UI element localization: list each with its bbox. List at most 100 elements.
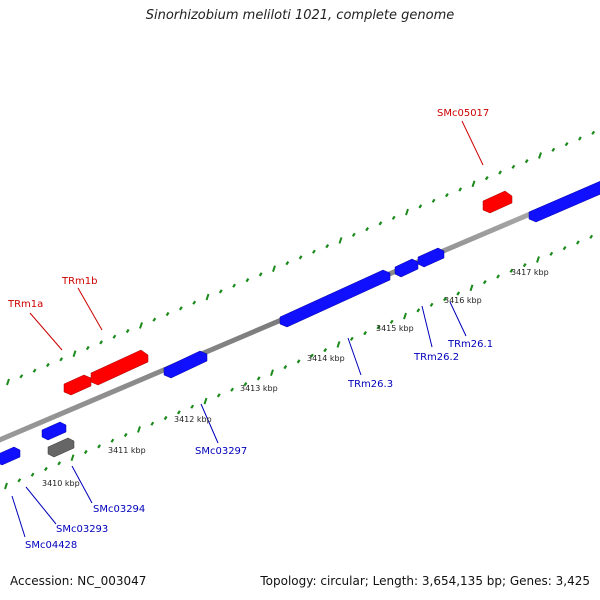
scale-tick bbox=[272, 265, 276, 273]
label-leaders bbox=[11, 120, 484, 538]
scale-tick bbox=[536, 256, 540, 263]
gene-forward[interactable] bbox=[63, 374, 92, 396]
gene-reverse[interactable] bbox=[279, 269, 391, 328]
gene-label[interactable]: TRm1a bbox=[7, 299, 43, 310]
scale-tick bbox=[19, 374, 24, 379]
scale-tick bbox=[83, 449, 88, 455]
scale-tick bbox=[309, 353, 314, 358]
scale-tick bbox=[216, 393, 221, 398]
leader-line bbox=[461, 120, 484, 166]
scale-tick bbox=[363, 330, 368, 336]
leader-line bbox=[77, 287, 103, 331]
scale-tick bbox=[458, 187, 463, 192]
gene-labels: TRm1a TRm1b SMc05017 SMc04428 SMc03293 S… bbox=[7, 108, 493, 551]
scale-tick bbox=[336, 341, 341, 348]
scale-tick bbox=[230, 387, 235, 392]
kbp-label: 3410 kbp bbox=[42, 479, 80, 488]
scale-tick bbox=[591, 130, 596, 135]
gene-forward[interactable] bbox=[482, 190, 513, 214]
gene-label[interactable]: SMc03297 bbox=[195, 446, 247, 457]
scale-tick bbox=[484, 175, 489, 181]
leader-line bbox=[449, 301, 467, 337]
scale-tick bbox=[469, 284, 474, 292]
scale-tick bbox=[522, 262, 527, 268]
gene-reverse[interactable] bbox=[417, 247, 445, 268]
gene-label[interactable]: SMc05017 bbox=[437, 108, 489, 119]
kbp-label: 3415 kbp bbox=[376, 324, 414, 333]
scale-tick bbox=[416, 308, 421, 313]
gene-label[interactable]: TRm26.2 bbox=[413, 352, 459, 363]
scale-tick bbox=[32, 368, 37, 373]
gene-label[interactable]: SMc03293 bbox=[56, 524, 108, 535]
leader-line bbox=[347, 337, 362, 376]
scale-labels: 3410 kbp 3411 kbp 3412 kbp 3413 kbp 3414… bbox=[42, 268, 549, 488]
scale-tick bbox=[429, 302, 434, 307]
gene-other[interactable] bbox=[47, 437, 75, 458]
scale-tick bbox=[509, 268, 514, 273]
scale-tick bbox=[577, 136, 582, 141]
scale-tick bbox=[232, 283, 237, 288]
scale-tick bbox=[365, 226, 370, 232]
upper-tick-track bbox=[6, 130, 596, 386]
scale-tick bbox=[498, 170, 503, 175]
scale-tick bbox=[110, 438, 115, 443]
scale-tick bbox=[418, 204, 423, 209]
reverse-strand-genes bbox=[0, 180, 600, 466]
scale-tick bbox=[85, 345, 90, 351]
scale-tick bbox=[256, 376, 261, 381]
scale-tick bbox=[176, 410, 181, 415]
gene-label[interactable]: TRm1b bbox=[61, 276, 98, 287]
leader-line bbox=[200, 403, 219, 444]
scale-tick bbox=[70, 454, 75, 462]
kbp-label: 3417 kbp bbox=[511, 268, 549, 277]
scale-tick bbox=[442, 296, 447, 302]
gene-reverse[interactable] bbox=[163, 350, 208, 379]
scale-tick bbox=[551, 147, 556, 152]
scale-tick bbox=[6, 378, 10, 386]
scale-tick bbox=[538, 152, 542, 159]
scale-tick bbox=[45, 362, 50, 368]
kbp-label: 3414 kbp bbox=[307, 354, 345, 363]
gene-label[interactable]: TRm26.1 bbox=[447, 339, 493, 350]
scale-tick bbox=[57, 461, 62, 466]
scale-tick bbox=[511, 164, 516, 169]
scale-tick bbox=[283, 364, 288, 370]
gene-label[interactable]: TRm26.3 bbox=[347, 379, 393, 390]
gene-reverse[interactable] bbox=[528, 180, 600, 223]
scale-tick bbox=[43, 466, 48, 472]
scale-tick bbox=[4, 482, 8, 490]
accession-text: Accession: NC_003047 bbox=[10, 574, 147, 588]
scale-tick bbox=[444, 192, 449, 198]
scale-tick bbox=[17, 478, 22, 483]
scale-tick bbox=[376, 325, 381, 330]
scale-tick bbox=[496, 274, 501, 279]
leader-line bbox=[71, 465, 93, 504]
scale-tick bbox=[152, 317, 157, 322]
scale-tick bbox=[243, 381, 248, 387]
kbp-label: 3411 kbp bbox=[108, 446, 146, 455]
scale-tick bbox=[30, 472, 35, 477]
scale-tick bbox=[564, 141, 569, 147]
leader-line bbox=[29, 312, 63, 351]
gene-reverse[interactable] bbox=[0, 446, 21, 466]
scale-tick bbox=[139, 322, 143, 329]
gene-reverse[interactable] bbox=[41, 421, 67, 441]
scale-tick bbox=[431, 198, 436, 203]
gene-label[interactable]: SMc04428 bbox=[25, 540, 77, 551]
scale-tick bbox=[575, 240, 580, 245]
gene-reverse[interactable] bbox=[394, 258, 419, 278]
scale-tick bbox=[298, 255, 303, 260]
scale-tick bbox=[482, 279, 487, 285]
gene-label[interactable]: SMc03294 bbox=[93, 504, 145, 515]
scale-tick bbox=[296, 359, 301, 364]
scale-tick bbox=[589, 234, 594, 239]
scale-tick bbox=[218, 289, 223, 294]
gene-forward[interactable] bbox=[90, 349, 149, 386]
scale-tick bbox=[123, 432, 128, 438]
kbp-label: 3412 kbp bbox=[174, 415, 212, 424]
scale-tick bbox=[311, 249, 316, 254]
scale-tick bbox=[471, 180, 476, 188]
topology-text: Topology: circular; Length: 3,654,135 bp… bbox=[260, 574, 590, 588]
scale-tick bbox=[549, 251, 554, 256]
